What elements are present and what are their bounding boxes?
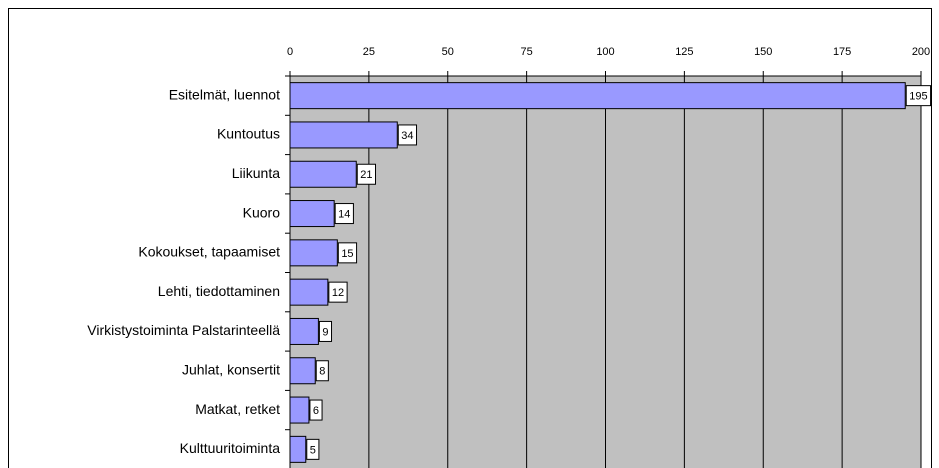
y-tick-label: Kokoukset, tapaamiset: [138, 244, 280, 260]
value-label-box: [328, 281, 348, 303]
y-tick-label: Lehti, tiedottaminen: [158, 283, 280, 299]
bar: [289, 317, 319, 345]
y-tick-label: Kuntoutus: [217, 126, 280, 142]
x-tick-label: 25: [363, 46, 375, 58]
value-label-box: [905, 85, 932, 107]
bar: [289, 396, 310, 424]
value-label: 21: [360, 169, 372, 181]
value-label: 8: [319, 366, 325, 378]
y-tick-label: Juhlat, konsertit: [182, 361, 280, 377]
value-label-box: [306, 438, 320, 460]
bar: [289, 82, 906, 110]
value-label-box: [356, 163, 377, 185]
value-label-box: [309, 399, 323, 421]
bar: [289, 160, 357, 188]
value-label-box: [397, 124, 418, 146]
bar: [289, 239, 338, 267]
bar: [289, 200, 335, 228]
value-label: 15: [341, 248, 353, 260]
value-label: 6: [313, 405, 319, 417]
x-tick-label: 100: [596, 46, 614, 58]
value-label: 5: [310, 444, 316, 456]
x-tick-label: 50: [442, 46, 454, 58]
value-label-box: [334, 203, 354, 225]
bar: [289, 121, 398, 149]
bar: [289, 278, 329, 306]
value-label-box: [318, 320, 333, 342]
bar: [289, 357, 316, 385]
value-label: 12: [332, 287, 344, 299]
y-tick-label: Matkat, retket: [195, 401, 280, 417]
y-tick-label: Liikunta: [232, 165, 280, 181]
y-tick-label: Virkistystoiminta Palstarinteellä: [87, 322, 280, 338]
value-label-box: [315, 360, 329, 382]
x-tick-label: 75: [521, 46, 533, 58]
x-tick-label: 125: [675, 46, 693, 58]
value-label-box: [337, 242, 358, 264]
value-label: 14: [338, 208, 350, 220]
value-label: 195: [909, 91, 927, 103]
y-tick-label: Kulttuuritoiminta: [180, 440, 281, 456]
value-label: 34: [401, 130, 413, 142]
bar: [289, 435, 307, 463]
x-tick-label: 150: [754, 46, 772, 58]
y-tick-label: Esitelmät, luennot: [169, 86, 280, 102]
y-tick-label: Kuoro: [243, 204, 281, 220]
value-label: 9: [322, 326, 328, 338]
x-tick-label: 175: [833, 46, 851, 58]
x-tick-label: 0: [287, 46, 293, 58]
x-tick-label: 200: [912, 46, 930, 58]
